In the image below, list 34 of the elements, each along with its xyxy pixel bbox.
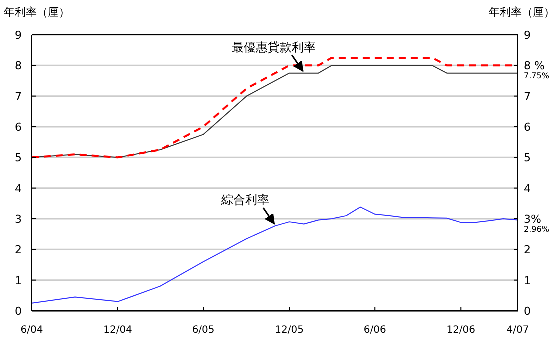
y-tick-label: 8 [15,60,22,73]
y-tick-label: 6 [15,121,22,134]
y-tick-label: 7 [15,90,22,104]
y2-tick-label: 5 [524,152,531,165]
y2-tick-label: 7 [524,90,531,104]
x-tick-label: 6/04 [20,325,44,336]
x-tick-label: 4/07 [506,325,530,336]
y2-tick-label: 4 [524,182,531,196]
y-tick-label: 1 [15,274,22,288]
annotation: 2.96% [524,225,550,234]
x-tick-label: 12/06 [446,325,476,336]
annotation: 綜合利率 [220,193,270,208]
annotation: 3% [524,213,542,226]
x-tick-label: 12/04 [104,325,132,336]
x-tick-label: 6/05 [192,325,215,336]
y-tick-label: 2 [15,244,22,257]
y-tick-label: 3 [15,213,22,226]
y2-axis-title: 年利率（厘） [489,6,555,19]
annotation: 8 % [524,60,545,73]
y2-tick-label: 6 [524,121,531,134]
y-tick-label: 0 [15,305,22,318]
x-tick-label: 12/05 [275,325,304,336]
y-axis-title: 年利率（厘） [4,6,70,19]
x-tick-label: 6/06 [364,325,386,336]
annotation: 最優惠貸款利率 [232,40,316,54]
y2-tick-label: 9 [524,29,531,42]
y-tick-label: 9 [15,29,22,42]
y-tick-label: 5 [15,152,22,165]
y2-tick-label: 2 [524,244,531,257]
line-series [32,206,518,304]
y2-tick-label: 1 [524,274,531,288]
y-tick-label: 4 [15,182,22,196]
y2-tick-label: 0 [524,305,531,318]
annotation: 7.75% [524,72,550,81]
